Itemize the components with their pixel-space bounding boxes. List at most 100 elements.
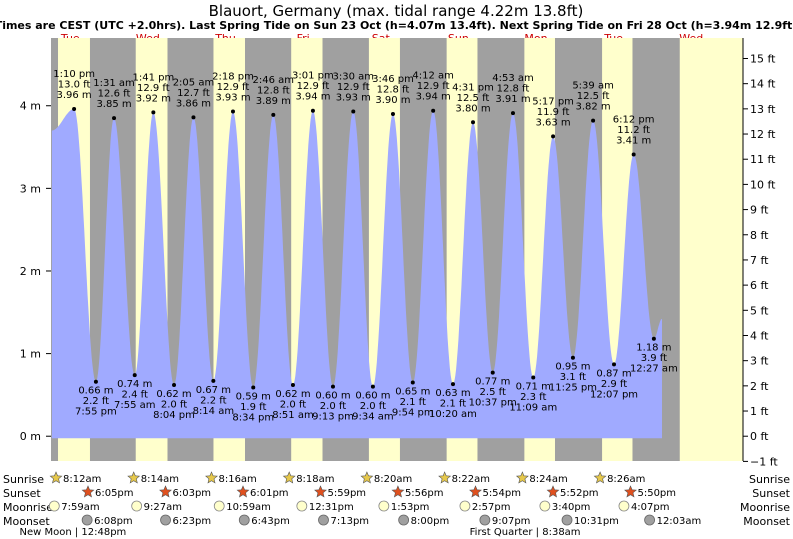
tide-label: 1:31 am [93, 78, 135, 89]
moonset-icon [318, 514, 329, 526]
sunset-time: 6:03pm [172, 488, 211, 499]
right-tick-label: 1 ft [750, 405, 769, 418]
tide-label: 3.91 m [495, 94, 530, 105]
tide-label: 6:12 pm [613, 114, 655, 125]
tide-label: 3.86 m [176, 98, 211, 109]
moonrise-icon [131, 500, 143, 512]
sunset-time: 6:01pm [250, 488, 289, 499]
tide-point [93, 379, 98, 384]
tide-label: 5:39 am [572, 81, 614, 92]
tide-label: 11:09 am [509, 403, 557, 414]
tide-label: 0.66 m [78, 386, 113, 397]
moonrise-icon [459, 500, 471, 512]
tide-label: 0.63 m [435, 388, 470, 399]
low-tide: 0.60 m2.0 ft9:13 pm [312, 384, 354, 423]
tide-point [651, 336, 656, 341]
moonset-time: 8:00pm [411, 516, 450, 527]
sunrise-time: 8:16am [218, 474, 256, 485]
tide-label: 3.41 m [616, 135, 651, 146]
tide-label: 2.2 ft [83, 396, 109, 407]
tide-label: 13.0 ft [58, 80, 91, 91]
moonrise-icon [48, 500, 60, 512]
tide-label: 8:51 am [272, 410, 314, 421]
tide-label: 9:54 pm [392, 408, 434, 419]
tide-label: 12.9 ft [297, 81, 330, 92]
tide-label: 2.0 ft [360, 401, 386, 412]
row-label-left: Moonrise [3, 501, 53, 514]
tide-label: 3.89 m [256, 96, 291, 107]
tide-point [290, 382, 295, 387]
tide-point [370, 384, 375, 389]
sunrise-time: 8:24am [529, 474, 567, 485]
tide-point [570, 355, 575, 360]
right-tick-label: 8 ft [750, 229, 769, 242]
sunset-icon [314, 485, 327, 498]
tide-label: 0.60 m [355, 391, 390, 402]
sunrise-icon [438, 471, 452, 484]
moonset-time: 6:43pm [251, 516, 290, 527]
right-tick-label: 4 ft [750, 329, 769, 342]
tide-label: 8:04 pm [153, 410, 195, 421]
tide-label: 12.5 ft [457, 93, 490, 104]
row-label-right: Moonset [743, 515, 790, 528]
tide-label: 3.9 ft [641, 353, 667, 364]
tide-label: 2.3 ft [520, 392, 546, 403]
right-tick-label: 3 ft [750, 355, 769, 368]
tide-label: 4:31 pm [452, 82, 494, 93]
tide-label: 2.0 ft [161, 399, 187, 410]
tide-point [230, 109, 235, 114]
tide-point [351, 109, 356, 114]
right-tick-label: 13 ft [750, 103, 776, 116]
moonrise-icon [296, 500, 308, 512]
moonset-time: 6:08pm [94, 516, 133, 527]
right-tick-label: −1 ft [750, 455, 778, 468]
tide-label: 7:55 pm [75, 407, 117, 418]
tide-point [132, 373, 137, 378]
tide-height-area [51, 109, 662, 439]
sunset-icon [624, 485, 637, 498]
low-tide: 0.62 m2.0 ft8:51 am [272, 382, 314, 421]
left-tick-label: 0 m [20, 430, 41, 443]
tide-point [151, 110, 156, 115]
row-label-left: Moonset [3, 515, 50, 528]
tide-label: 12.9 ft [417, 81, 450, 92]
tide-label: 1.18 m [636, 343, 671, 354]
moonrise-time: 10:59am [226, 502, 271, 513]
tide-point [271, 112, 276, 117]
moonset-time: 7:13pm [331, 516, 370, 527]
moonset-icon [479, 514, 491, 526]
tide-label: 0.77 m [475, 377, 510, 388]
tide-label: 12.5 ft [577, 91, 610, 102]
row-label-right: Sunrise [749, 473, 790, 486]
tide-label: 1.9 ft [240, 402, 266, 413]
moonrise-time: 1:53pm [391, 502, 430, 513]
tide-label: 8:34 pm [232, 412, 274, 423]
daylight-band [679, 38, 743, 461]
moonset-icon [160, 514, 171, 526]
sunrise-time: 8:18am [296, 474, 334, 485]
sunset-icon [159, 485, 172, 498]
moonrise-time: 9:27am [144, 502, 182, 513]
tide-label: 0.87 m [596, 368, 631, 379]
sunrise-icon [127, 471, 141, 484]
tide-label: 3.85 m [96, 99, 131, 110]
low-tide: 0.59 m1.9 ft8:34 pm [232, 385, 274, 423]
tide-label: 3.96 m [56, 90, 91, 101]
tide-label: 3.94 m [295, 92, 330, 103]
right-tick-label: 5 ft [750, 304, 769, 317]
low-tide: 0.67 m2.2 ft8:14 am [193, 378, 234, 417]
tide-label: 3.93 m [336, 93, 371, 104]
sunset-icon [81, 485, 95, 498]
tide-label: 3.94 m [416, 92, 451, 103]
tide-label: 3.90 m [375, 95, 410, 106]
sunrise-icon [360, 471, 374, 484]
